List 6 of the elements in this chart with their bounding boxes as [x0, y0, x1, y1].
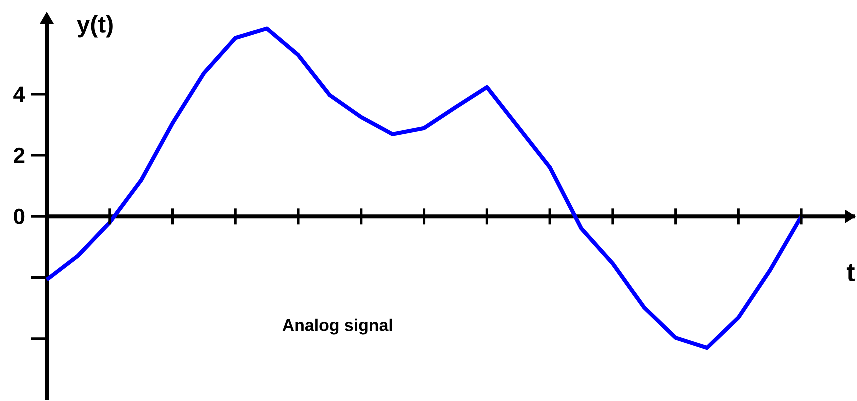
annotation: Analog signal	[282, 318, 392, 335]
y-tick-label: 0	[14, 208, 25, 224]
y-tick-label: 4	[14, 86, 26, 102]
x-axis-title: t	[846, 264, 855, 282]
y-tick-label: 2	[14, 148, 25, 164]
y-axis-title: y(t)	[77, 15, 113, 38]
